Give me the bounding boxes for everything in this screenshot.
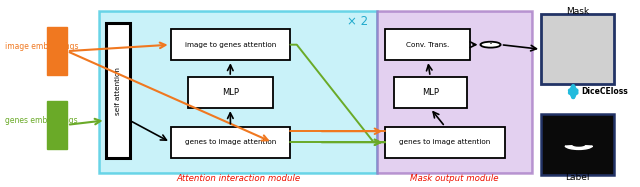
FancyBboxPatch shape bbox=[170, 29, 291, 60]
FancyBboxPatch shape bbox=[99, 11, 377, 173]
Circle shape bbox=[481, 42, 500, 48]
Text: genes to image attention: genes to image attention bbox=[185, 139, 276, 145]
FancyBboxPatch shape bbox=[385, 29, 470, 60]
Text: ·: · bbox=[488, 38, 493, 51]
FancyBboxPatch shape bbox=[541, 114, 614, 174]
FancyBboxPatch shape bbox=[385, 127, 505, 158]
Wedge shape bbox=[565, 146, 593, 149]
Text: self attention: self attention bbox=[115, 67, 120, 115]
FancyBboxPatch shape bbox=[47, 101, 67, 149]
FancyBboxPatch shape bbox=[188, 77, 273, 108]
Text: MLP: MLP bbox=[422, 88, 439, 97]
FancyBboxPatch shape bbox=[47, 27, 67, 75]
Text: image to genes attention: image to genes attention bbox=[185, 42, 276, 48]
Text: image embeddings: image embeddings bbox=[4, 42, 78, 51]
Text: genes to image attention: genes to image attention bbox=[399, 139, 491, 145]
FancyBboxPatch shape bbox=[541, 14, 614, 84]
FancyBboxPatch shape bbox=[377, 11, 532, 173]
Text: Attention interaction module: Attention interaction module bbox=[176, 174, 300, 183]
Text: genes embeddings: genes embeddings bbox=[4, 116, 77, 125]
FancyBboxPatch shape bbox=[106, 24, 129, 158]
Text: Mask output module: Mask output module bbox=[410, 174, 499, 183]
FancyBboxPatch shape bbox=[170, 127, 291, 158]
Text: DiceCEloss: DiceCEloss bbox=[580, 87, 628, 96]
Text: MLP: MLP bbox=[221, 88, 239, 97]
Text: Label: Label bbox=[565, 173, 590, 182]
Text: Mask: Mask bbox=[566, 7, 589, 16]
FancyBboxPatch shape bbox=[394, 77, 467, 108]
Text: × 2: × 2 bbox=[348, 15, 369, 28]
Text: Conv. Trans.: Conv. Trans. bbox=[406, 42, 449, 48]
